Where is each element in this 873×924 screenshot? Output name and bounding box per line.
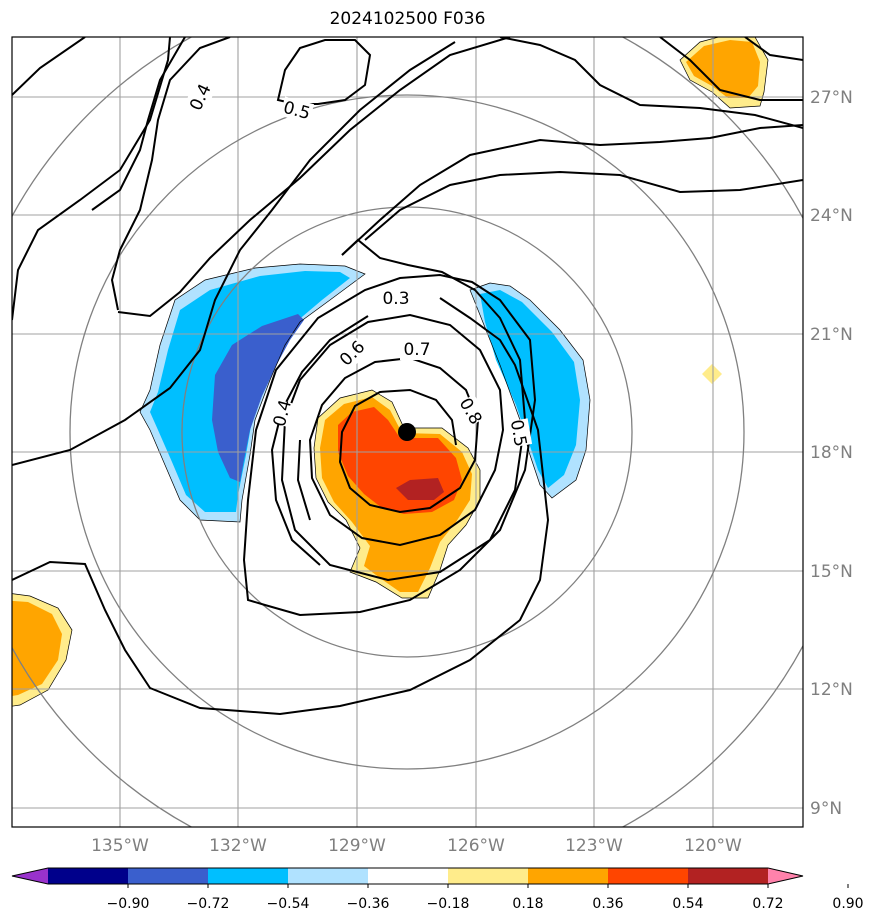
colorbar-tick-label: −0.72 xyxy=(187,896,230,912)
contour-label: 0.7 xyxy=(403,340,430,360)
longitude-labels: 135°W 132°W 129°W 126°W 123°W 120°W xyxy=(91,836,742,856)
colorbar-segment xyxy=(608,868,689,884)
graticule xyxy=(12,37,803,827)
colorbar-segment xyxy=(448,868,529,884)
contour-label: 0.3 xyxy=(382,289,409,309)
colorbar-extension-low xyxy=(12,868,48,884)
map-frame xyxy=(11,36,804,828)
lat-tick-label: 18°N xyxy=(810,443,853,463)
colorbar-segment xyxy=(688,868,769,884)
colorbar-tick-label: −0.18 xyxy=(427,896,470,912)
lat-tick-label: 27°N xyxy=(810,88,853,108)
map-title: 2024102500 F036 xyxy=(329,9,486,29)
colorbar-outline xyxy=(11,867,804,885)
colorbar-segment xyxy=(128,868,209,884)
shading-outlines xyxy=(12,37,769,707)
lat-tick-label: 21°N xyxy=(810,325,853,345)
positive-shading xyxy=(12,37,768,707)
lon-tick-label: 126°W xyxy=(447,836,505,856)
colorbar-segment xyxy=(288,868,369,884)
lon-tick-label: 129°W xyxy=(328,836,386,856)
lat-tick-label: 15°N xyxy=(810,562,853,582)
lat-tick-label: 9°N xyxy=(810,799,842,819)
contour-lines xyxy=(12,37,803,716)
lat-tick-label: 12°N xyxy=(810,680,853,700)
colorbar-tick-label: 0.90 xyxy=(832,896,863,912)
colorbar xyxy=(11,867,849,888)
colorbar-tick-label: −0.36 xyxy=(347,896,390,912)
colorbar-tick-label: −0.90 xyxy=(107,896,150,912)
contour-label: 0.5 xyxy=(506,418,530,448)
colorbar-tick-label: −0.54 xyxy=(267,896,310,912)
lon-tick-label: 123°W xyxy=(565,836,623,856)
storm-center-marker xyxy=(398,423,416,441)
lon-tick-label: 135°W xyxy=(91,836,149,856)
lon-tick-label: 132°W xyxy=(209,836,267,856)
lon-tick-label: 120°W xyxy=(684,836,742,856)
colorbar-segment xyxy=(48,868,129,884)
colorbar-labels: −0.90 −0.72 −0.54 −0.36 −0.18 0.18 0.36 0.54 0.7… xyxy=(107,896,864,912)
colorbar-segment xyxy=(208,868,289,884)
colorbar-tick-label: 0.18 xyxy=(512,896,543,912)
colorbar-tick-label: 0.72 xyxy=(752,896,783,912)
colorbar-segment xyxy=(528,868,609,884)
colorbar-tick-label: 0.36 xyxy=(592,896,623,912)
colorbar-tick-label: 0.54 xyxy=(672,896,703,912)
colorbar-extension-high xyxy=(768,868,803,884)
lat-tick-label: 24°N xyxy=(810,206,853,226)
latitude-labels: 9°N 12°N 15°N 18°N 21°N 24°N 27°N xyxy=(810,88,853,819)
colorbar-segment xyxy=(368,868,449,884)
